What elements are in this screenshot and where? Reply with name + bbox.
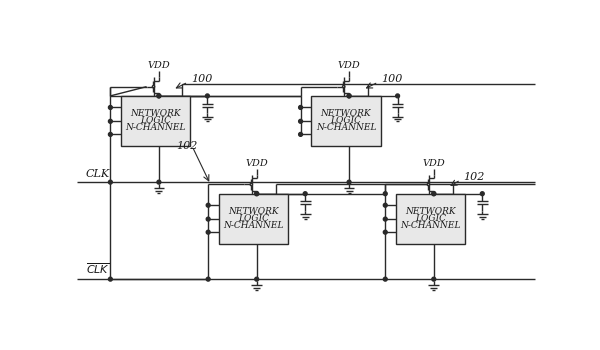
Circle shape (427, 183, 430, 186)
Text: LOGIC: LOGIC (331, 117, 361, 125)
Circle shape (250, 183, 253, 186)
Bar (396, 194, 466, 244)
Circle shape (255, 192, 259, 196)
Circle shape (206, 203, 210, 207)
Circle shape (432, 277, 436, 281)
Circle shape (157, 180, 161, 184)
Bar (311, 96, 380, 146)
Circle shape (303, 192, 307, 196)
Text: N-CHANNEL: N-CHANNEL (316, 123, 376, 132)
Circle shape (109, 119, 112, 123)
Text: LOGIC: LOGIC (238, 214, 269, 223)
Circle shape (383, 192, 387, 196)
Text: N-CHANNEL: N-CHANNEL (400, 221, 461, 230)
Text: CLK: CLK (86, 169, 110, 179)
Text: VDD: VDD (422, 159, 445, 168)
Circle shape (299, 119, 302, 123)
Text: 100: 100 (382, 74, 403, 84)
Circle shape (383, 277, 387, 281)
Text: LOGIC: LOGIC (140, 117, 172, 125)
Circle shape (299, 132, 302, 137)
Circle shape (109, 132, 112, 137)
Circle shape (152, 85, 155, 88)
Text: N-CHANNEL: N-CHANNEL (125, 123, 186, 132)
Text: 100: 100 (191, 74, 212, 84)
Circle shape (206, 217, 210, 221)
Circle shape (205, 94, 209, 98)
Circle shape (347, 94, 351, 98)
Circle shape (109, 277, 112, 281)
Text: N-CHANNEL: N-CHANNEL (223, 221, 284, 230)
Circle shape (109, 106, 112, 109)
Circle shape (383, 217, 387, 221)
Bar (219, 194, 288, 244)
Text: $\overline{CLK}$: $\overline{CLK}$ (86, 261, 110, 276)
Text: 102: 102 (463, 172, 484, 182)
Circle shape (299, 106, 302, 109)
Circle shape (383, 203, 387, 207)
Text: VDD: VDD (148, 61, 170, 70)
Circle shape (432, 192, 436, 196)
Text: 102: 102 (176, 141, 198, 151)
Text: NETWORK: NETWORK (130, 110, 181, 119)
Text: VDD: VDD (245, 159, 268, 168)
Circle shape (255, 192, 259, 196)
Circle shape (157, 94, 161, 98)
Circle shape (347, 94, 351, 98)
Circle shape (206, 230, 210, 234)
Circle shape (109, 180, 112, 184)
Text: VDD: VDD (338, 61, 361, 70)
Circle shape (383, 230, 387, 234)
Circle shape (347, 180, 351, 184)
Circle shape (157, 94, 161, 98)
Circle shape (432, 192, 436, 196)
Text: NETWORK: NETWORK (320, 110, 371, 119)
Circle shape (395, 94, 400, 98)
Circle shape (206, 277, 210, 281)
Circle shape (481, 192, 484, 196)
Bar (121, 96, 190, 146)
Circle shape (343, 85, 345, 88)
Text: NETWORK: NETWORK (406, 207, 456, 216)
Text: NETWORK: NETWORK (228, 207, 279, 216)
Text: LOGIC: LOGIC (415, 214, 446, 223)
Circle shape (255, 277, 259, 281)
